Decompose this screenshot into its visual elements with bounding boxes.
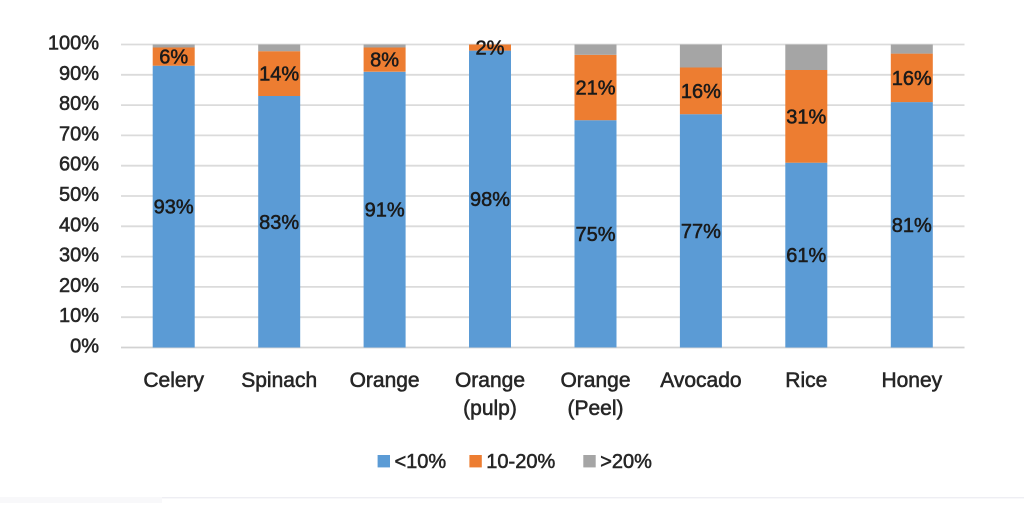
svg-text:6%: 6% [159, 47, 188, 69]
svg-text:61%: 61% [786, 245, 826, 267]
svg-text:70%: 70% [59, 123, 99, 145]
svg-text:90%: 90% [59, 63, 99, 85]
svg-text:10%: 10% [59, 305, 99, 327]
svg-text:<10%: <10% [395, 451, 447, 473]
svg-text:100%: 100% [48, 33, 99, 55]
svg-text:Orange: Orange [455, 369, 525, 392]
svg-text:60%: 60% [59, 154, 99, 176]
svg-text:31%: 31% [786, 106, 826, 128]
svg-text:(Peel): (Peel) [567, 397, 623, 420]
svg-text:81%: 81% [892, 215, 932, 237]
svg-text:83%: 83% [259, 212, 299, 234]
svg-text:2%: 2% [476, 38, 505, 60]
svg-text:0%: 0% [70, 336, 99, 358]
svg-text:21%: 21% [575, 78, 615, 100]
svg-text:75%: 75% [575, 224, 615, 246]
svg-text:16%: 16% [892, 68, 932, 90]
svg-text:50%: 50% [59, 184, 99, 206]
svg-text:(pulp): (pulp) [463, 397, 517, 420]
svg-text:16%: 16% [681, 81, 721, 103]
svg-text:>20%: >20% [600, 451, 652, 473]
svg-text:91%: 91% [365, 200, 405, 222]
svg-text:Avocado: Avocado [660, 369, 741, 392]
svg-text:80%: 80% [59, 93, 99, 115]
svg-text:93%: 93% [154, 197, 194, 219]
svg-text:10-20%: 10-20% [486, 451, 555, 473]
svg-text:20%: 20% [59, 275, 99, 297]
svg-text:Orange: Orange [350, 369, 420, 392]
svg-text:Rice: Rice [785, 369, 827, 392]
svg-text:98%: 98% [470, 189, 510, 211]
svg-text:8%: 8% [370, 50, 399, 72]
svg-text:Celery: Celery [143, 369, 204, 392]
svg-text:Orange: Orange [560, 369, 630, 392]
svg-text:14%: 14% [259, 64, 299, 86]
svg-text:30%: 30% [59, 245, 99, 267]
svg-text:40%: 40% [59, 214, 99, 236]
svg-text:Spinach: Spinach [241, 369, 317, 392]
svg-text:77%: 77% [681, 221, 721, 243]
svg-text:Honey: Honey [881, 369, 942, 392]
